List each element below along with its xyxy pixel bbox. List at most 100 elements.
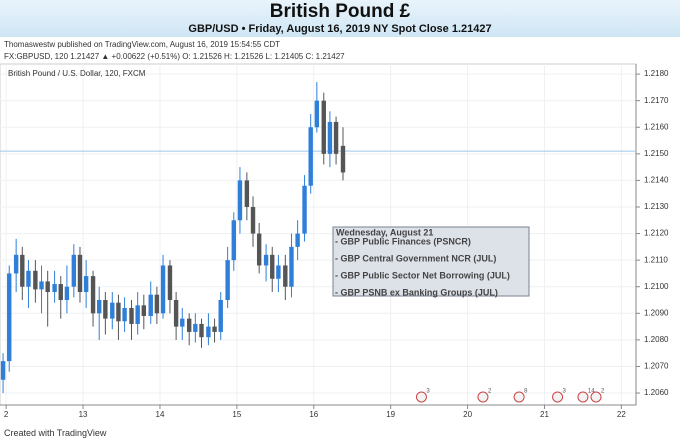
callout-item: - GBP Public Sector Net Borrowing (JUL) bbox=[335, 270, 510, 280]
footer: Created with TradingView bbox=[4, 428, 107, 438]
x-tick-label: 19 bbox=[386, 410, 395, 419]
y-tick-label: 1.2090 bbox=[644, 308, 669, 317]
y-tick-label: 1.2180 bbox=[644, 69, 669, 78]
candle-body bbox=[212, 326, 217, 332]
candle-body bbox=[327, 121, 333, 154]
candle-body bbox=[110, 302, 115, 319]
candle-body bbox=[263, 254, 269, 266]
candle-body bbox=[77, 254, 83, 293]
candle-body bbox=[122, 307, 127, 322]
y-tick-label: 1.2100 bbox=[644, 282, 669, 291]
callout-item: - GBP Public Finances (PSNCR) bbox=[335, 236, 471, 246]
event-count: 3 bbox=[426, 389, 430, 395]
chart: 1.2060 1.2070 1.2080 1.2090 1.2100 1.2110 1.21… bbox=[0, 63, 669, 419]
candle-body bbox=[83, 276, 89, 293]
candle-body bbox=[103, 300, 108, 319]
y-tick-label: 1.2070 bbox=[644, 362, 669, 371]
candle-body bbox=[33, 270, 38, 290]
candle-body bbox=[250, 206, 256, 234]
candle-body bbox=[160, 265, 166, 314]
chart-subtitle: British Pound / U.S. Dollar, 120, FXCM bbox=[8, 69, 146, 78]
candle-body bbox=[321, 100, 326, 154]
candle-body bbox=[90, 276, 96, 314]
candle-body bbox=[186, 318, 192, 332]
x-tick-label: 22 bbox=[617, 410, 626, 419]
y-tick-label: 1.2060 bbox=[644, 388, 669, 397]
candle-body bbox=[97, 300, 102, 314]
y-tick-label: 1.2080 bbox=[644, 335, 669, 344]
candle-body bbox=[71, 254, 77, 287]
candle-body bbox=[270, 254, 275, 279]
event-count: 2 bbox=[601, 389, 605, 395]
candle-body bbox=[7, 273, 12, 362]
callout-item: - GBP PSNB ex Banking Groups (JUL) bbox=[335, 287, 498, 297]
candle-body bbox=[141, 305, 147, 316]
event-icon bbox=[577, 391, 589, 403]
subtitle: GBP/USD • Friday, August 16, 2019 NY Spo… bbox=[188, 23, 492, 35]
candle-body bbox=[180, 318, 185, 327]
candle-body bbox=[173, 300, 179, 327]
candle-body bbox=[256, 233, 262, 266]
candle-body bbox=[148, 294, 153, 316]
candle-body bbox=[206, 326, 211, 338]
x-tick-label: 16 bbox=[309, 410, 318, 419]
y-tick-label: 1.2130 bbox=[644, 202, 669, 211]
candle-body bbox=[45, 281, 50, 293]
candle-body bbox=[20, 254, 25, 287]
event-icon bbox=[552, 391, 564, 403]
candle-body bbox=[39, 281, 44, 290]
quote-line: FX:GBPUSD, 120 1.21427 ▲ +0.00622 (+0.51… bbox=[4, 52, 345, 61]
candle-body bbox=[289, 246, 294, 287]
candle-body bbox=[283, 265, 288, 287]
y-tick-label: 1.2120 bbox=[644, 229, 669, 238]
published: Thomaswestw published on TradingView.com… bbox=[4, 40, 281, 49]
title: British Pound £ bbox=[269, 1, 411, 22]
candle-body bbox=[218, 300, 223, 332]
candle-body bbox=[167, 265, 173, 301]
event-icon bbox=[590, 391, 602, 403]
event-icon bbox=[415, 391, 427, 403]
candle-body bbox=[193, 323, 198, 332]
x-tick-label: 14 bbox=[156, 410, 165, 419]
candle-body bbox=[129, 307, 134, 324]
candle-body bbox=[314, 100, 320, 128]
candle-body bbox=[116, 302, 121, 322]
event-icon bbox=[513, 391, 525, 403]
candle-body bbox=[340, 145, 346, 173]
y-tick-label: 1.2140 bbox=[644, 176, 669, 185]
candle-body bbox=[276, 265, 281, 279]
event-count: 2 bbox=[488, 389, 492, 395]
candle-body bbox=[26, 270, 31, 287]
header: British Pound £ GBP/USD • Friday, August… bbox=[0, 0, 680, 37]
y-tick-label: 1.2150 bbox=[644, 149, 669, 158]
event-icon bbox=[477, 391, 489, 403]
event-count: 8 bbox=[524, 389, 528, 395]
candle-body bbox=[231, 220, 236, 261]
candle-body bbox=[308, 127, 313, 186]
x-tick-label: 15 bbox=[232, 410, 241, 419]
callout-box bbox=[332, 226, 530, 297]
candle-body bbox=[333, 121, 339, 154]
callout-item: - GBP Central Government NCR (JUL) bbox=[335, 253, 496, 263]
candle-body bbox=[0, 361, 6, 380]
candle-body bbox=[64, 286, 70, 301]
candle-body bbox=[237, 180, 243, 221]
candle-body bbox=[154, 294, 160, 314]
candle-body bbox=[295, 233, 300, 247]
event-count: 3 bbox=[563, 389, 567, 395]
x-tick-label: 2 bbox=[4, 410, 9, 419]
candle-body bbox=[13, 254, 19, 274]
candle-body bbox=[58, 284, 63, 301]
candle-body bbox=[244, 180, 250, 207]
candle-body bbox=[302, 185, 307, 234]
y-tick-label: 1.2110 bbox=[644, 255, 668, 264]
y-tick-label: 1.2170 bbox=[644, 96, 669, 105]
x-tick-label: 13 bbox=[79, 410, 88, 419]
candle-body bbox=[52, 284, 57, 293]
y-tick-label: 1.2160 bbox=[644, 122, 669, 131]
callout-title: Wednesday, August 21 bbox=[336, 227, 433, 237]
x-tick-label: 21 bbox=[540, 410, 549, 419]
candle-body bbox=[225, 260, 230, 301]
x-tick-label: 20 bbox=[463, 410, 472, 419]
